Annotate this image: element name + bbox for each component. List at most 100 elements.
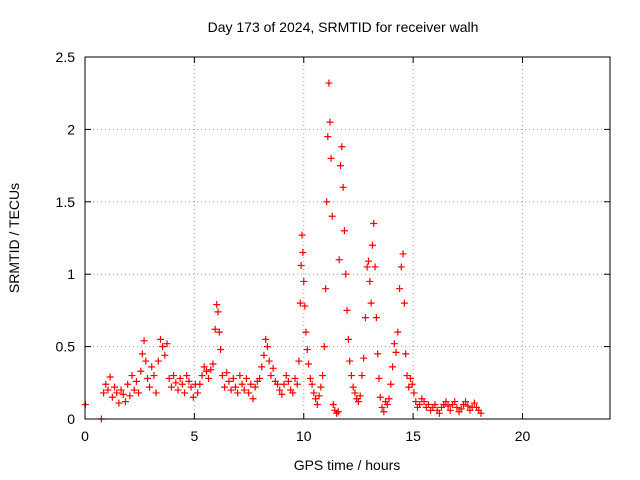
data-point: [119, 390, 127, 398]
data-point: [328, 212, 336, 220]
data-point: [128, 372, 136, 380]
data-point: [262, 335, 270, 343]
data-point: [280, 380, 288, 388]
data-point: [370, 220, 378, 228]
data-point: [142, 357, 150, 365]
data-point: [296, 299, 304, 307]
data-point: [451, 398, 459, 406]
x-tick-label: 10: [296, 428, 312, 444]
y-tick-label: 0: [67, 411, 75, 427]
data-point: [263, 343, 271, 351]
data-point: [183, 372, 191, 380]
data-point: [221, 383, 229, 391]
data-point: [453, 403, 461, 411]
data-point: [319, 372, 327, 380]
data-point: [161, 351, 169, 359]
grid-layer: [85, 57, 610, 419]
data-point: [104, 386, 112, 394]
data-point: [374, 350, 382, 358]
data-point: [366, 277, 374, 285]
data-point: [227, 386, 235, 394]
data-point: [148, 363, 156, 371]
data-point: [163, 340, 171, 348]
data-point: [274, 380, 281, 388]
data-point: [301, 302, 309, 310]
data-point: [470, 399, 478, 407]
data-point: [346, 357, 354, 365]
data-point: [325, 79, 333, 87]
data-point: [424, 401, 432, 409]
data-point: [211, 325, 219, 333]
data-point: [358, 372, 366, 380]
data-point: [387, 380, 395, 388]
data-point: [207, 366, 215, 374]
y-tick-label: 2: [67, 121, 75, 137]
data-point: [368, 241, 376, 249]
data-point: [308, 380, 316, 388]
data-point: [420, 398, 428, 406]
data-point: [305, 360, 313, 368]
data-point: [240, 386, 248, 394]
data-point: [310, 389, 318, 397]
data-point: [111, 383, 119, 391]
data-point: [402, 350, 410, 358]
data-point: [176, 374, 184, 382]
data-point: [299, 248, 307, 256]
data-point: [390, 340, 398, 348]
data-point: [198, 372, 206, 380]
data-point: [189, 393, 197, 401]
data-point: [200, 363, 208, 371]
data-point: [313, 401, 321, 409]
data-point: [278, 390, 286, 398]
data-point: [297, 262, 305, 270]
data-point: [457, 405, 465, 413]
data-point: [126, 392, 134, 400]
data-point: [260, 351, 268, 359]
y-axis-title: SRMTID / TECUs: [6, 183, 22, 293]
data-point: [185, 377, 193, 385]
data-point: [365, 257, 372, 265]
x-tick-label: 0: [81, 428, 89, 444]
x-tick-label: 5: [190, 428, 198, 444]
data-point: [167, 383, 175, 391]
data-point: [124, 380, 132, 388]
data-point: [389, 363, 397, 371]
data-point: [392, 348, 400, 356]
data-point: [293, 380, 301, 388]
data-point: [435, 409, 443, 417]
data-point: [256, 374, 264, 382]
data-point: [340, 227, 348, 235]
data-point: [181, 389, 189, 397]
data-point: [462, 398, 470, 406]
data-point: [376, 393, 384, 401]
data-point: [442, 398, 450, 406]
data-point: [146, 383, 154, 391]
data-point: [354, 398, 362, 406]
axis-ticks: 0 5 10 15 20 0 0.5 1 1.5 2 2.5: [56, 49, 610, 444]
data-point: [196, 380, 204, 388]
data-point: [205, 374, 213, 382]
data-point: [165, 374, 173, 382]
data-point: [477, 409, 485, 417]
data-point: [338, 143, 346, 151]
data-point: [214, 308, 222, 316]
data-point: [326, 118, 334, 126]
data-point: [209, 360, 217, 368]
data-point: [410, 389, 418, 397]
data-point: [322, 285, 330, 293]
data-point: [343, 306, 351, 314]
x-tick-label: 15: [405, 428, 421, 444]
data-point: [265, 357, 273, 365]
data-point: [217, 345, 225, 353]
data-point: [152, 389, 160, 397]
data-point: [115, 399, 123, 407]
data-point: [371, 263, 379, 271]
data-point: [218, 372, 226, 380]
data-point: [282, 372, 290, 380]
data-point: [298, 231, 306, 239]
data-point: [412, 398, 420, 406]
data-point: [117, 386, 125, 394]
data-point: [360, 354, 368, 362]
data-point: [394, 328, 402, 336]
